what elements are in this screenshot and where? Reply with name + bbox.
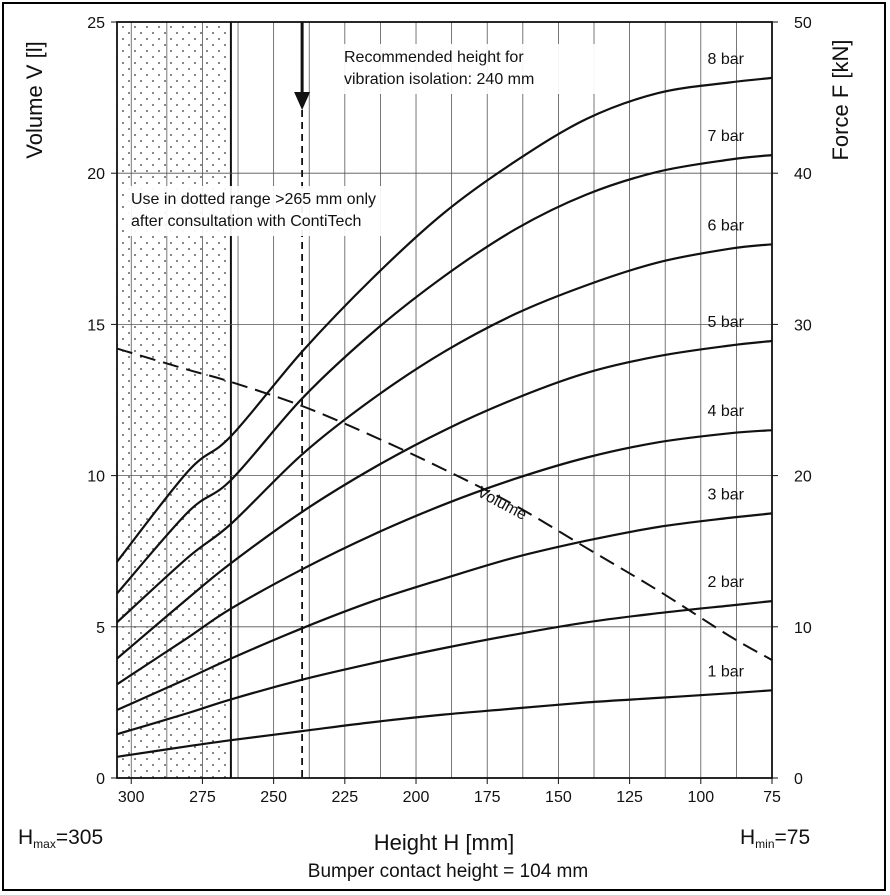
x-tick-label: 200 bbox=[403, 789, 430, 806]
series-label-5-bar: 5 bar bbox=[708, 314, 745, 331]
y-left-tick-label: 10 bbox=[87, 469, 105, 486]
dotted-range-note-line: Use in dotted range >265 mm only bbox=[131, 191, 376, 208]
series-label-7-bar: 7 bar bbox=[708, 128, 745, 145]
series-line-2-bar bbox=[116, 600, 773, 736]
x-tick-label: 250 bbox=[260, 789, 287, 806]
volume-curve-label: Volume bbox=[474, 484, 529, 524]
y-left-tick-label: 25 bbox=[87, 15, 105, 32]
series-label-1-bar: 1 bar bbox=[708, 663, 745, 680]
series-label-8-bar: 8 bar bbox=[708, 51, 745, 68]
dotted-range-area bbox=[117, 22, 231, 778]
y-right-tick-label: 50 bbox=[794, 15, 812, 32]
y-left-tick-label: 15 bbox=[87, 317, 105, 334]
x-axis-title: Height H [mm] bbox=[374, 830, 515, 855]
series-line-volume bbox=[116, 347, 773, 661]
y-left-tick-label: 5 bbox=[96, 620, 105, 637]
series-label-4-bar: 4 bar bbox=[708, 403, 745, 420]
recommended-note-line: Recommended height for bbox=[344, 49, 524, 66]
x-tick-label: 125 bbox=[616, 789, 643, 806]
y-right-tick-label: 30 bbox=[794, 317, 812, 334]
hmax-label: Hmax=305 bbox=[18, 826, 104, 851]
x-tick-label: 100 bbox=[687, 789, 714, 806]
recommended-note-line: vibration isolation: 240 mm bbox=[344, 71, 534, 88]
y-left-tick-label: 0 bbox=[96, 771, 105, 788]
series-line-1-bar bbox=[116, 689, 773, 758]
y-left-axis-title: Volume V [l] bbox=[22, 41, 47, 158]
series-line-6-bar bbox=[116, 243, 773, 624]
y-right-tick-label: 40 bbox=[794, 166, 812, 183]
series-line-8-bar bbox=[116, 76, 773, 563]
plot-border bbox=[116, 21, 773, 779]
hmin-value: =75 bbox=[774, 826, 811, 849]
x-tick-label: 175 bbox=[474, 789, 501, 806]
recommended-arrow-head bbox=[294, 92, 311, 110]
dotted-range-note-bg bbox=[125, 186, 387, 236]
x-tick-label: 225 bbox=[331, 789, 358, 806]
x-tick-label: 300 bbox=[118, 789, 145, 806]
hmax-value: =305 bbox=[55, 826, 104, 849]
y-right-tick-label: 20 bbox=[794, 469, 812, 486]
series-label-2-bar: 2 bar bbox=[708, 574, 745, 591]
recommended-note-bg bbox=[338, 44, 600, 94]
y-right-axis-title: Force F [kN] bbox=[828, 39, 853, 160]
series-label-6-bar: 6 bar bbox=[708, 217, 745, 234]
x-tick-label: 75 bbox=[763, 789, 781, 806]
series-label-3-bar: 3 bar bbox=[708, 486, 745, 503]
series-line-3-bar bbox=[116, 512, 773, 712]
y-right-tick-label: 10 bbox=[794, 620, 812, 637]
bumper-contact-note: Bumper contact height = 104 mm bbox=[308, 861, 588, 882]
series-line-7-bar bbox=[116, 154, 773, 595]
x-tick-label: 150 bbox=[545, 789, 572, 806]
series-line-4-bar bbox=[116, 429, 773, 686]
x-tick-label: 275 bbox=[189, 789, 216, 806]
y-right-tick-label: 0 bbox=[794, 771, 803, 788]
y-left-tick-label: 20 bbox=[87, 166, 105, 183]
hmin-label: Hmin=75 bbox=[740, 826, 811, 851]
series-line-5-bar bbox=[116, 339, 773, 660]
dotted-range-note-line: after consultation with ContiTech bbox=[131, 213, 361, 230]
